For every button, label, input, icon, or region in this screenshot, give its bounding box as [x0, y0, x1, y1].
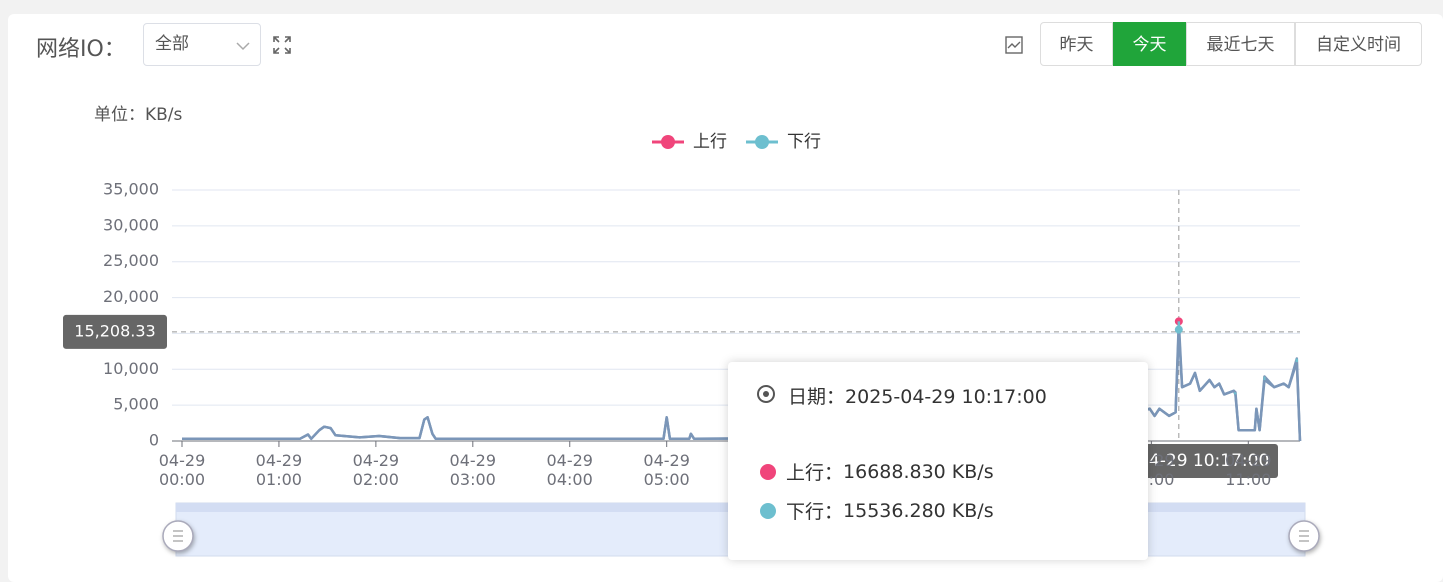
zoom-handle-grip: [1299, 530, 1309, 542]
y-tick-label: 20,000: [103, 287, 159, 306]
tooltip-row: 下行： 15536.280 KB/s: [760, 497, 994, 524]
expand-icon[interactable]: [272, 35, 292, 55]
x-tick-label: 04-29 03:00: [449, 451, 497, 489]
legend-label: 下行: [787, 132, 821, 152]
hover-point: [1174, 325, 1183, 334]
chart-icon[interactable]: [1004, 35, 1024, 55]
x-tick-label: 04-29 04:00: [546, 451, 593, 489]
panel-title: 网络IO：: [36, 37, 126, 62]
tooltip-date: 日期：2025-04-29 10:17:00: [788, 382, 1047, 409]
range-button[interactable]: 昨天: [1040, 22, 1113, 66]
range-button[interactable]: 自定义时间: [1295, 22, 1422, 66]
legend-label: 上行: [693, 132, 727, 152]
tooltip-dot: [760, 502, 776, 519]
y-tick-label: 30,000: [103, 215, 159, 234]
range-button[interactable]: 最近七天: [1186, 22, 1295, 66]
tooltip-row: 上行： 16688.830 KB/s: [760, 458, 994, 485]
x-tick-label: 04-29 01:00: [255, 451, 303, 489]
y-tick-label: 10,000: [103, 359, 159, 378]
x-tick-label: 04-29 02:00: [352, 451, 400, 489]
tooltip-dot: [760, 463, 776, 480]
tooltip: 日期：2025-04-29 10:17:00 上行： 16688.830 KB/s…: [728, 362, 1148, 560]
clock-icon: [757, 385, 775, 403]
zoom-handle-grip: [173, 530, 183, 542]
y-tick-label: 35,000: [103, 180, 159, 199]
pointer-y-label-bg: [63, 314, 167, 349]
x-tick-label: 04-29 11:00: [1225, 451, 1272, 489]
pointer-y-label: 15,208.33: [74, 321, 155, 340]
tooltip-value: 16688.830 KB/s: [843, 460, 994, 483]
x-tick-label: 04-29 00:00: [158, 451, 206, 489]
tooltip-name: 下行：: [786, 501, 844, 523]
chevron: [236, 42, 250, 51]
legend-marker: [755, 135, 769, 149]
y-tick-label: 5,000: [113, 395, 159, 414]
unit-label: 单位：KB/s: [94, 105, 183, 125]
y-tick-label: 0: [149, 431, 159, 450]
y-tick-label: 25,000: [103, 251, 159, 270]
select-value: 全部: [155, 34, 189, 54]
tooltip-value: 15536.280 KB/s: [843, 499, 994, 522]
select[interactable]: 全部: [143, 23, 261, 66]
tooltip-date-value: 2025-04-29 10:17:00: [845, 386, 1047, 408]
range-button[interactable]: 今天: [1113, 22, 1186, 66]
tooltip-date-label: 日期：: [788, 386, 846, 408]
legend-marker: [661, 135, 675, 149]
x-tick-label: 04-29 05:00: [643, 451, 690, 489]
tooltip-name: 上行：: [786, 462, 844, 484]
